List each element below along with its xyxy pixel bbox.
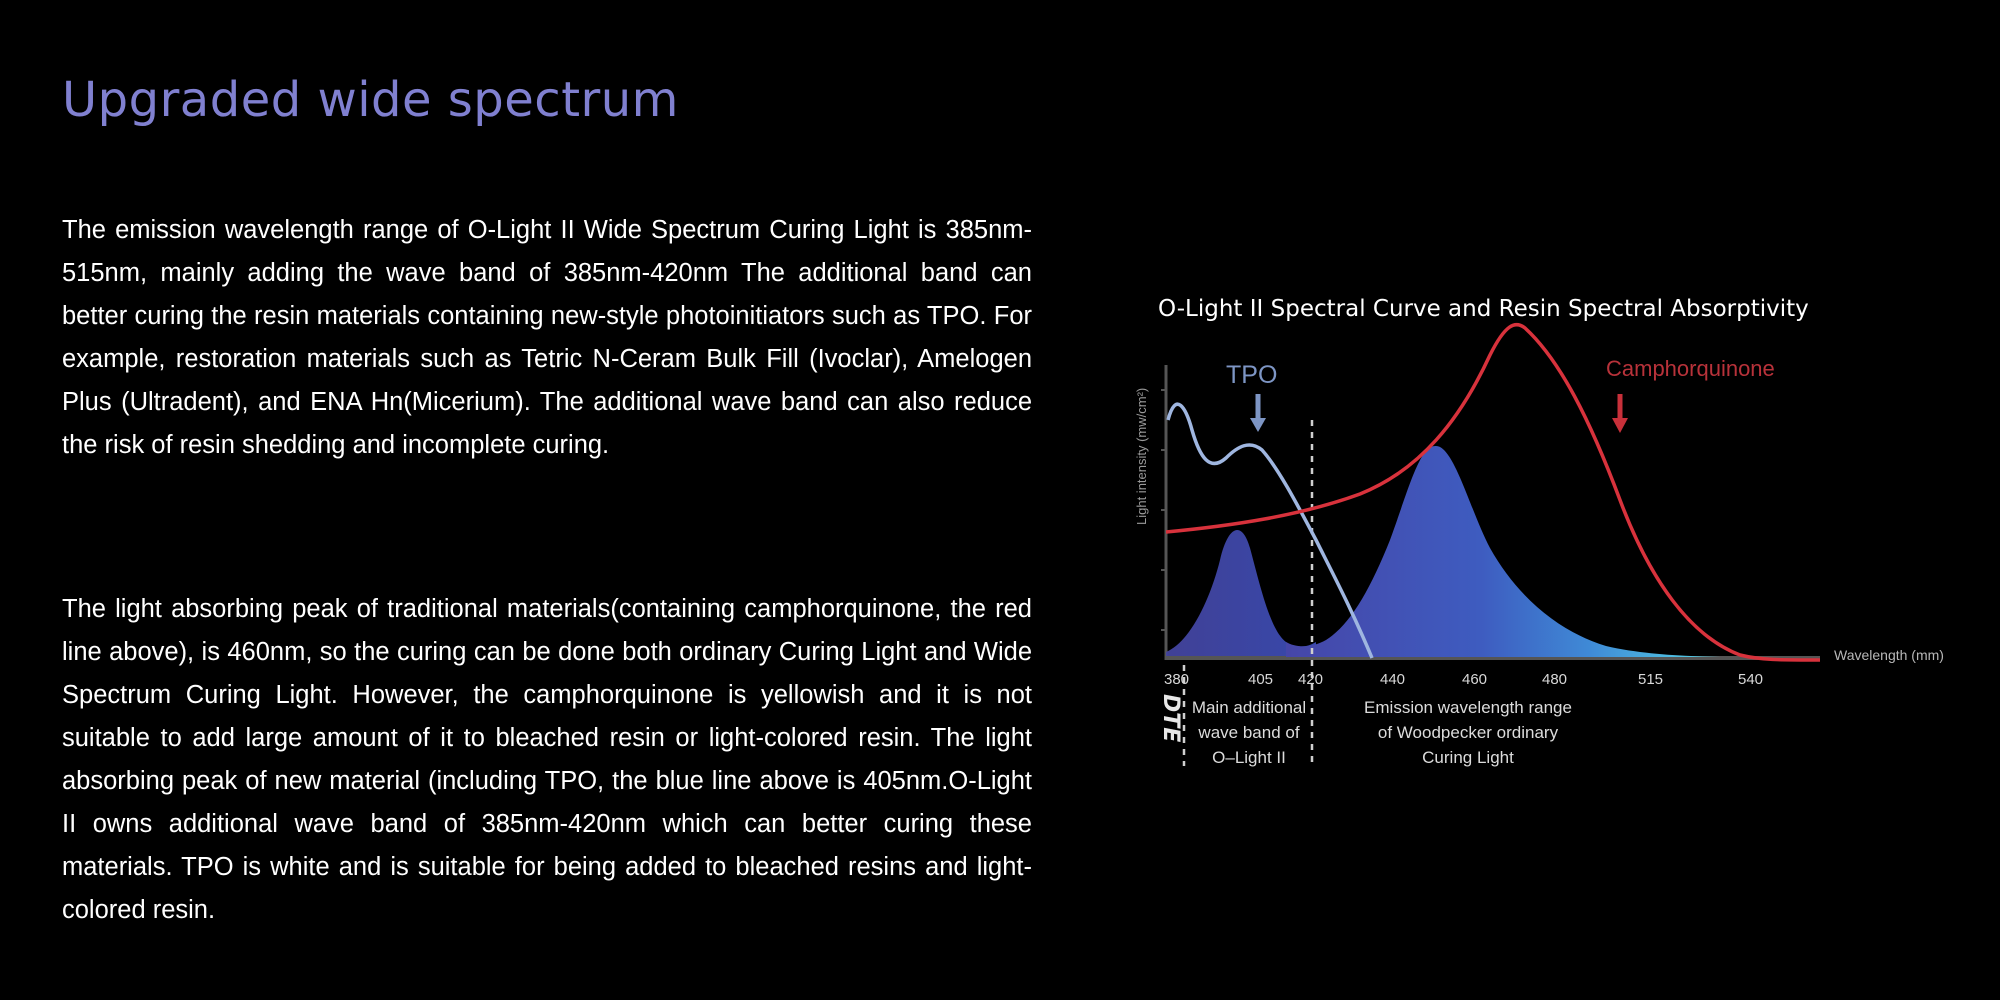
camphorquinone-arrow-icon [1612, 394, 1628, 433]
camphorquinone-label: Camphorquinone [1606, 356, 1775, 381]
camphorquinone-absorption-curve [1165, 322, 1821, 662]
y-axis-ticks [1161, 389, 1166, 631]
tpo-label: TPO [1226, 361, 1277, 389]
paragraph-wavelength-range: The emission wavelength range of O-Light… [62, 216, 1032, 459]
annotation-line: wave band of [1197, 723, 1299, 742]
dte-logo: DTE [1158, 694, 1183, 742]
annotation-line: Curing Light [1422, 748, 1514, 767]
x-tick-labels: 380 405 420 440 460 480 515 540 [1164, 671, 1763, 688]
x-tick-label: 420 [1298, 671, 1323, 688]
annotation-ordinary-band: Emission wavelength range of Woodpecker … [1364, 698, 1572, 767]
y-axis-label: Light intensity (mw/cm²) [1134, 388, 1149, 525]
x-tick-label: 515 [1638, 671, 1663, 688]
x-tick-label: 380 [1164, 671, 1189, 688]
x-tick-label: 480 [1542, 671, 1567, 688]
x-tick-label: 405 [1248, 671, 1273, 688]
spectral-figure: O-Light II Spectral Curve and Resin Spec… [1120, 280, 2000, 780]
emission-peak-main-band [1286, 445, 1720, 657]
annotation-line: of Woodpecker ordinary [1378, 723, 1559, 742]
tpo-absorption-curve [1166, 402, 1374, 659]
spectral-chart: O-Light II Spectral Curve and Resin Spec… [1134, 296, 1944, 767]
paragraph-absorbing-peak: The light absorbing peak of traditional … [62, 595, 1032, 924]
annotation-line: Main additional [1192, 698, 1306, 717]
annotation-line: Emission wavelength range [1364, 698, 1572, 717]
x-tick-label: 460 [1462, 671, 1487, 688]
chart-title: O-Light II Spectral Curve and Resin Spec… [1158, 296, 1809, 322]
x-axis-label: Wavelength (mm) [1834, 647, 1944, 663]
emission-peak-additional-band [1166, 529, 1316, 656]
annotation-line: O–Light II [1212, 748, 1286, 767]
x-tick-label: 540 [1738, 671, 1763, 688]
page-title: Upgraded wide spectrum [62, 72, 679, 128]
annotation-additional-band: Main additional wave band of O–Light II [1192, 698, 1306, 767]
x-tick-label: 440 [1380, 671, 1405, 688]
tpo-arrow-icon [1250, 394, 1266, 432]
